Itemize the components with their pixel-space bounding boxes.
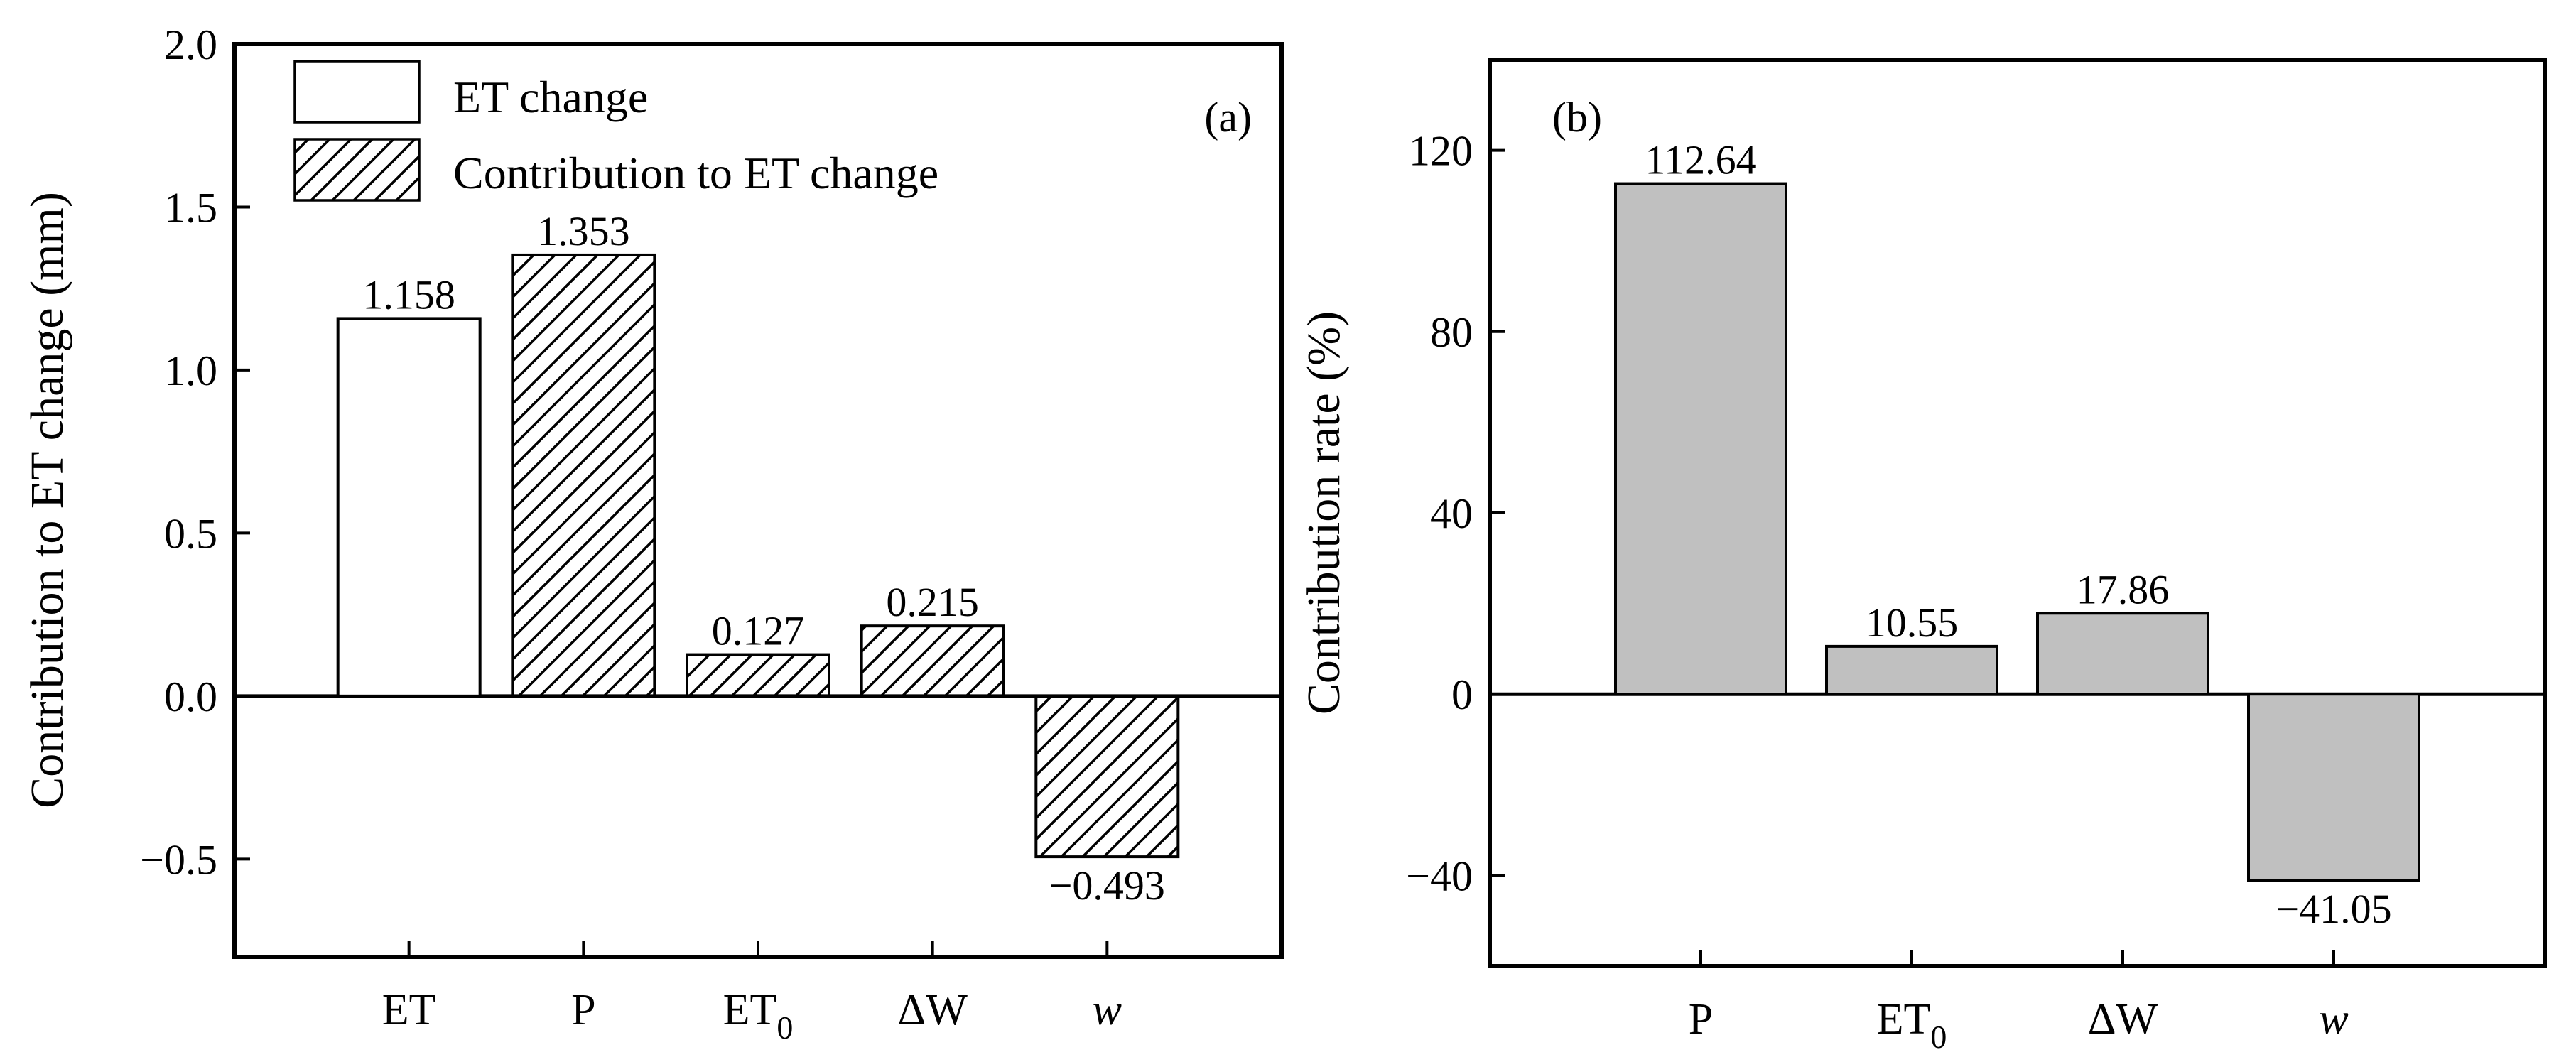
bar <box>1825 644 1998 696</box>
bar <box>1034 694 1180 859</box>
x-tick-label: ET0 <box>723 986 794 1046</box>
bar <box>2036 612 2209 696</box>
legend-label-et-change: ET change <box>453 72 648 122</box>
bar <box>336 317 482 698</box>
bar <box>686 653 830 698</box>
x-tick-label: w <box>2319 995 2348 1044</box>
data-label: 0.215 <box>886 579 979 625</box>
x-tick-label: P <box>1689 995 1713 1044</box>
x-tick-label: ΔW <box>897 986 968 1034</box>
data-label: 0.127 <box>712 608 805 654</box>
data-label: 17.86 <box>2077 566 2170 612</box>
panel-b-bars: 112.64 10.55 17.86 −41.05 <box>1614 137 2420 932</box>
y-tick-label: 0 <box>1451 671 1473 718</box>
y-tick-label: 0.5 <box>164 510 217 557</box>
data-label: −0.493 <box>1049 862 1165 909</box>
legend-swatch-et-change <box>293 60 421 124</box>
data-label: 112.64 <box>1645 137 1756 183</box>
y-tick-label: −40 <box>1406 852 1473 899</box>
data-label: 10.55 <box>1866 600 1959 646</box>
x-tick-label: P <box>571 986 595 1034</box>
bar <box>511 253 656 698</box>
y-tick-label: 80 <box>1430 309 1473 356</box>
x-tick-label: ET <box>382 986 436 1034</box>
x-tick-label: ΔW <box>2088 995 2158 1044</box>
data-label: 1.158 <box>362 271 455 318</box>
legend-label-contribution: Contribution to ET change <box>453 148 938 198</box>
panel-a-bars: 1.158 1.353 0.127 0.215 −0.493 <box>336 208 1180 909</box>
y-tick-label: 120 <box>1409 128 1473 175</box>
y-tick-label: 2.0 <box>164 21 217 68</box>
y-tick-label: 1.0 <box>164 347 217 394</box>
y-tick-label: 40 <box>1430 490 1473 537</box>
legend-swatch-contribution <box>293 138 421 202</box>
panel-b-tag: (b) <box>1552 94 1602 141</box>
bar <box>1614 182 1787 696</box>
x-tick-label: ET0 <box>1877 995 1947 1055</box>
panel-a-y-axis-title: Contribution to ET change (mm) <box>21 192 73 808</box>
chart-panel-a: (a) Contribution to ET change (mm) ET ch… <box>21 21 1284 1046</box>
y-tick-label: −0.5 <box>140 836 217 883</box>
data-label: 1.353 <box>537 208 630 254</box>
bar <box>860 624 1005 698</box>
chart-panel-b: (b) Contribution rate (%) −40 0 40 80 120 P ET… <box>1298 58 2547 1055</box>
y-tick-label: 0.0 <box>164 673 217 720</box>
x-tick-label: w <box>1093 986 1122 1034</box>
legend: ET change Contribution to ET change <box>293 60 938 202</box>
bar <box>2247 693 2420 882</box>
data-label: −41.05 <box>2275 886 2391 932</box>
y-tick-label: 1.5 <box>164 184 217 231</box>
panel-b-y-axis-title: Contribution rate (%) <box>1298 311 1350 715</box>
panel-a-tag: (a) <box>1204 94 1252 141</box>
